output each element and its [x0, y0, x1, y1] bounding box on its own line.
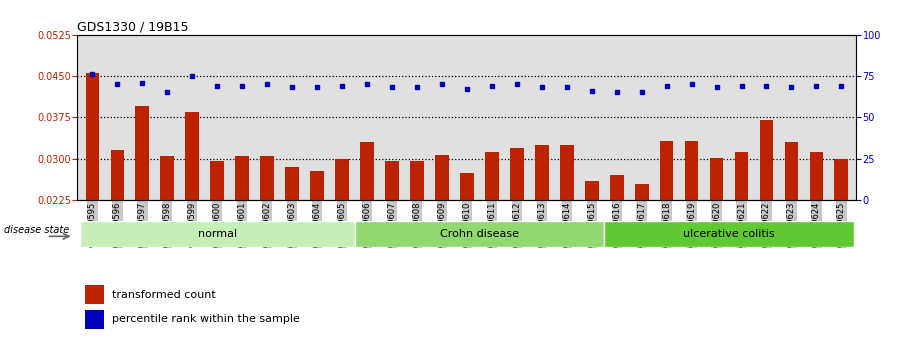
Bar — [609, 175, 623, 200]
Bar — [834, 159, 848, 200]
Bar — [285, 167, 299, 200]
Text: disease state: disease state — [4, 225, 69, 235]
Bar — [784, 142, 798, 200]
Bar — [660, 141, 673, 200]
Bar — [810, 152, 824, 200]
Text: transformed count: transformed count — [112, 290, 216, 299]
Bar — [335, 159, 349, 200]
Bar — [485, 152, 498, 200]
Bar — [635, 184, 649, 200]
Bar — [86, 310, 104, 329]
Bar — [80, 221, 354, 247]
Text: Crohn disease: Crohn disease — [440, 229, 519, 239]
Bar — [311, 171, 324, 200]
Bar — [186, 112, 200, 200]
Bar — [136, 106, 149, 200]
Bar — [410, 161, 424, 200]
Bar — [535, 145, 548, 200]
Bar — [360, 142, 374, 200]
Bar — [160, 156, 174, 200]
Bar — [685, 141, 699, 200]
Bar — [435, 155, 449, 200]
Bar — [261, 156, 274, 200]
Bar — [585, 181, 599, 200]
Bar — [235, 156, 249, 200]
Bar — [385, 161, 399, 200]
Text: percentile rank within the sample: percentile rank within the sample — [112, 315, 300, 324]
Bar — [210, 161, 224, 200]
Bar — [460, 172, 474, 200]
Bar — [604, 221, 854, 247]
Bar — [760, 120, 773, 200]
Text: GDS1330 / 19B15: GDS1330 / 19B15 — [77, 20, 189, 33]
Bar — [734, 152, 748, 200]
Text: ulcerative colitis: ulcerative colitis — [683, 229, 775, 239]
Text: normal: normal — [198, 229, 237, 239]
Bar — [510, 148, 524, 200]
Bar — [560, 145, 574, 200]
Bar — [354, 221, 604, 247]
Bar — [86, 285, 104, 304]
Bar — [86, 73, 99, 200]
Bar — [110, 150, 124, 200]
Bar — [710, 158, 723, 200]
